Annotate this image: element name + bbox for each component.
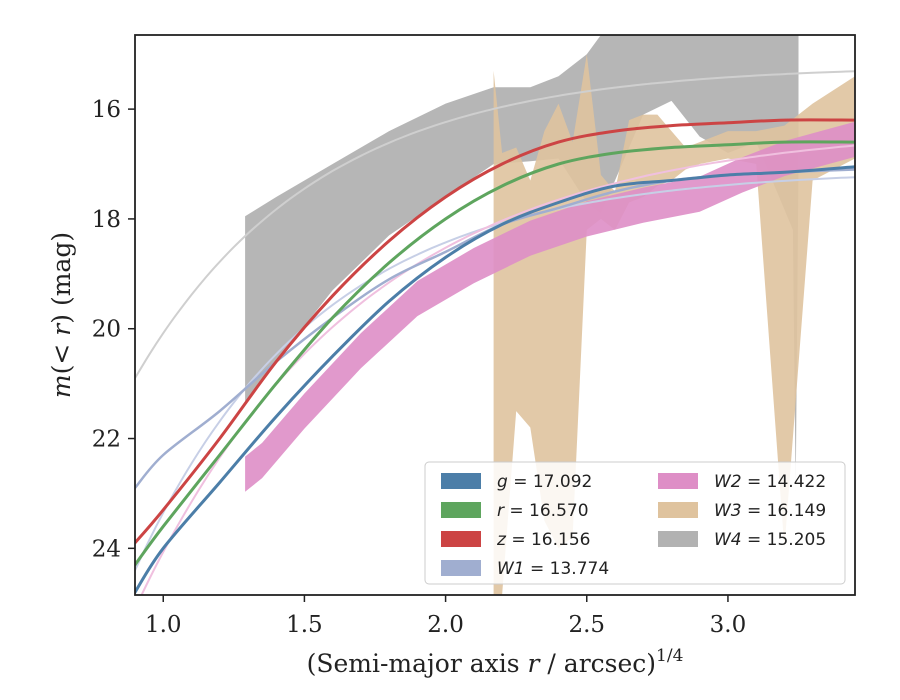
y-tick-label: 16 [92,97,121,123]
x-tick-label: 1.0 [145,612,182,638]
legend-label: W4 = 15.205 [714,530,826,550]
legend-item-g: g = 17.092 [441,472,592,492]
legend-item-z: z = 16.156 [441,530,590,550]
z-curve [135,118,855,545]
y-tick-label: 24 [92,536,121,562]
legend-label: W2 = 14.422 [714,472,826,492]
legend-label: z = 16.156 [496,530,590,550]
w1-faint-curve [135,176,855,571]
legend-label: W1 = 13.774 [497,559,609,579]
error-bands [245,35,855,595]
legend-swatch [441,502,481,518]
y-tick-label: 22 [92,427,121,453]
w4-band [245,35,799,494]
legend-swatch [658,473,698,489]
x-axis-label: (Semi-major axis r / arcsec)1/4 [307,646,684,678]
y-axis-label: m(< r) (mag) [47,232,76,398]
legend-swatch [658,502,698,518]
legend-label: r = 16.570 [497,501,589,521]
w2-band [245,121,855,492]
x-axis-ticks: 1.0 1.5 2.0 2.5 3.0 [145,595,746,638]
series-lines [135,70,855,595]
g-curve [135,165,855,594]
y-tick-label: 20 [92,317,121,343]
legend-item-w3: W3 = 16.149 [658,501,826,521]
legend: g = 17.092 r = 16.570 z = 16.156 W1 = 13.77… [424,461,846,585]
y-tick-label: 18 [92,207,121,233]
x-tick-label: 2.5 [568,612,605,638]
legend-swatch [441,531,481,547]
w4-faint-curve [135,70,855,379]
legend-item-w2: W2 = 14.422 [658,472,826,492]
x-tick-label: 2.0 [427,612,464,638]
legend-label: W3 = 16.149 [714,501,826,521]
legend-swatch [658,531,698,547]
y-axis-ticks: 16 18 20 22 24 [92,97,135,562]
legend-item-w1: W1 = 13.774 [441,559,609,579]
legend-swatch [441,473,481,489]
legend-swatch [441,560,481,576]
plot-frame [134,34,856,596]
legend-item-r: r = 16.570 [441,501,589,521]
x-tick-label: 3.0 [710,612,747,638]
x-tick-label: 1.5 [286,612,323,638]
legend-box [424,461,846,585]
w3-band [493,54,855,595]
legend-label: g = 17.092 [497,472,592,492]
r-curve [135,140,855,567]
legend-item-w4: W4 = 15.205 [658,530,826,550]
